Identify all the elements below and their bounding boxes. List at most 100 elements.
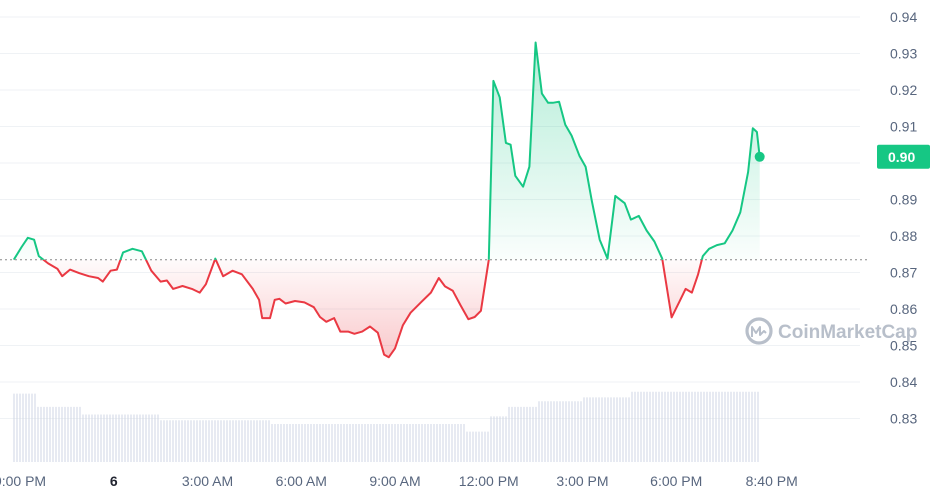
price-point (585, 166, 587, 168)
price-point (410, 312, 412, 314)
price-point (552, 102, 554, 104)
y-tick-label: 0.84 (890, 374, 917, 390)
price-point (752, 127, 754, 129)
price-point (383, 354, 385, 356)
y-tick-label: 0.83 (890, 411, 917, 427)
grid-lines (0, 16, 860, 419)
price-point (269, 317, 271, 319)
price-point (377, 332, 379, 334)
price-point (732, 230, 734, 232)
price-point (116, 269, 118, 271)
coinmarketcap-logo-icon (745, 317, 773, 345)
price-point (460, 304, 462, 306)
price-point (278, 298, 280, 300)
y-tick-label: 0.85 (890, 338, 917, 354)
x-tick-label: 12:00 PM (459, 473, 519, 489)
price-point (214, 258, 216, 260)
price-point (474, 316, 476, 318)
price-point (614, 195, 616, 197)
price-point (671, 316, 673, 318)
current-price-label: 0.90 (888, 149, 915, 165)
price-point (578, 155, 580, 157)
price-point (285, 303, 287, 305)
x-tick-label: 6:00 AM (276, 473, 327, 489)
price-point (402, 324, 404, 326)
price-point (630, 219, 632, 221)
price-point (421, 301, 423, 303)
watermark-text: CoinMarketCap (778, 322, 917, 343)
price-point (505, 142, 507, 144)
price-point (102, 281, 104, 283)
y-tick-label: 0.93 (890, 46, 917, 62)
price-point (388, 356, 390, 358)
price-point (274, 299, 276, 301)
price-point (607, 258, 609, 260)
price-point (716, 244, 718, 246)
price-point (685, 288, 687, 290)
y-tick-label: 0.92 (890, 82, 917, 98)
price-point (702, 255, 704, 257)
current-price-dot[interactable] (754, 151, 765, 162)
price-point (547, 102, 549, 104)
price-point (141, 250, 143, 252)
price-point (480, 310, 482, 312)
price-point (599, 239, 601, 241)
coinmarketcap-watermark: CoinMarketCap (745, 317, 917, 345)
price-point (653, 241, 655, 243)
price-point (261, 317, 263, 319)
x-tick-label: 6 (110, 473, 118, 489)
x-tick-label: 3:00 PM (556, 473, 608, 489)
price-point (724, 242, 726, 244)
price-point (347, 331, 349, 333)
price-point (303, 301, 305, 303)
price-point (624, 202, 626, 204)
price-line-below-baseline (13, 259, 703, 359)
price-point (110, 270, 112, 272)
price-point (444, 285, 446, 287)
current-price-badge-bg (877, 144, 930, 169)
price-point (69, 269, 71, 271)
price-point (747, 171, 749, 173)
price-point (241, 273, 243, 275)
price-line-above-baseline (12, 41, 761, 260)
price-point (739, 211, 741, 213)
price-point (232, 270, 234, 272)
price-point (150, 270, 152, 272)
price-point (564, 124, 566, 126)
price-point (333, 317, 335, 319)
y-tick-label: 0.87 (890, 265, 917, 281)
price-point (38, 255, 40, 257)
price-point (88, 275, 90, 277)
price-point (160, 281, 162, 283)
price-point (57, 268, 59, 270)
price-point (361, 331, 363, 333)
price-point (488, 259, 490, 261)
x-tick-label: 9:00 PM (0, 473, 46, 489)
x-tick-label: 8:40 PM (746, 473, 798, 489)
price-point (438, 277, 440, 279)
price-point (369, 326, 371, 328)
price-point (47, 262, 49, 264)
price-point (78, 272, 80, 274)
price-point (122, 251, 124, 253)
area-fill-below-baseline (43, 259, 702, 358)
price-point (394, 347, 396, 349)
price-point (313, 306, 315, 308)
price-point (252, 288, 254, 290)
price-point (756, 131, 758, 133)
price-point (97, 277, 99, 279)
price-point (182, 285, 184, 287)
price-point (535, 42, 537, 44)
price-point (325, 321, 327, 323)
price-point (172, 288, 174, 290)
price-point (33, 239, 35, 241)
price-point (467, 318, 469, 320)
price-point (353, 333, 355, 335)
price-point (452, 290, 454, 292)
price-point (678, 301, 680, 303)
price-point (492, 80, 494, 82)
x-axis: 9:00 PM 6 3:00 AM 6:00 AM 9:00 AM 12:00 PM 3:0… (0, 473, 798, 489)
price-point (430, 292, 432, 294)
